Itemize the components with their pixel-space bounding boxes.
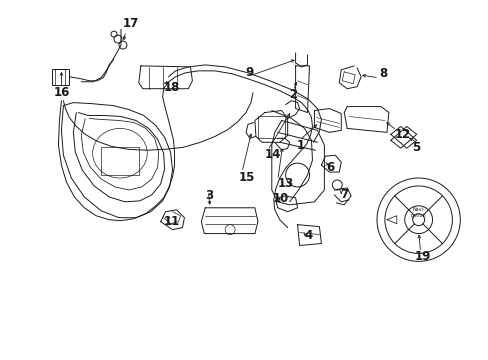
Text: 2: 2 [288,88,296,101]
Text: 19: 19 [414,250,430,263]
Text: 17: 17 [122,17,139,30]
Text: 8: 8 [378,67,386,80]
Text: 7: 7 [340,188,347,201]
Text: 6: 6 [325,161,334,174]
Text: 5: 5 [411,141,419,154]
Text: 15: 15 [239,171,255,184]
Text: 9: 9 [244,66,253,79]
Bar [257,117,284,138]
Text: 4: 4 [304,229,312,242]
Bar [101,147,139,175]
Text: 13: 13 [277,177,293,190]
Text: gation: gation [410,213,426,218]
Text: 3: 3 [205,189,213,202]
Text: 11: 11 [163,215,180,228]
Bar [51,69,69,85]
Text: 12: 12 [394,128,410,141]
Text: 18: 18 [163,81,180,94]
Text: 16: 16 [53,86,70,99]
Text: 10: 10 [272,192,288,205]
Text: 14: 14 [264,148,281,161]
Text: 1: 1 [296,139,304,152]
Text: Navi-: Navi- [411,207,424,212]
